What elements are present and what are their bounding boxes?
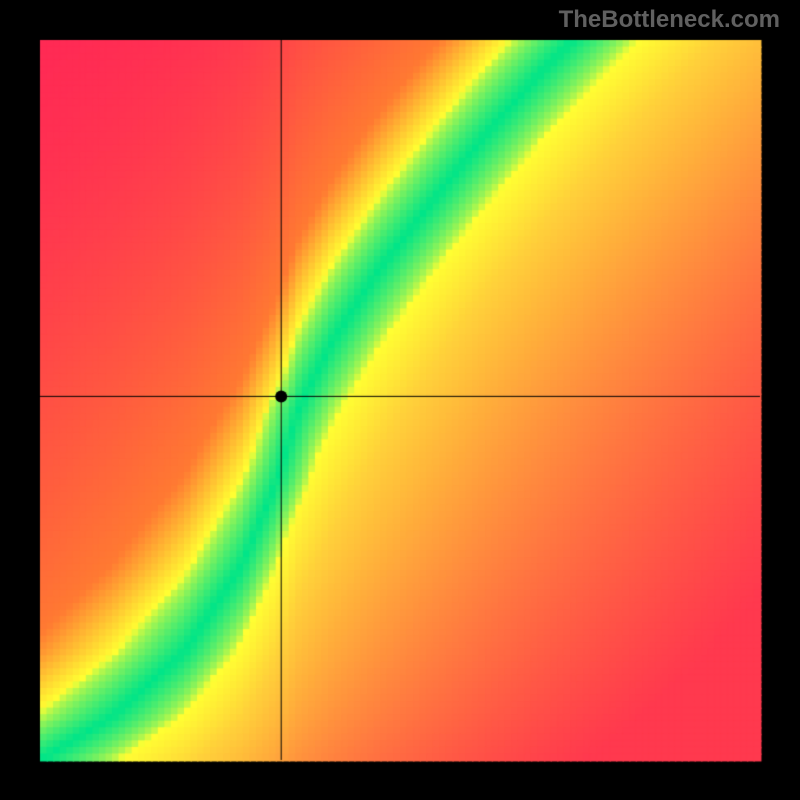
watermark-text: TheBottleneck.com bbox=[559, 6, 780, 34]
bottleneck-heatmap bbox=[0, 0, 800, 800]
